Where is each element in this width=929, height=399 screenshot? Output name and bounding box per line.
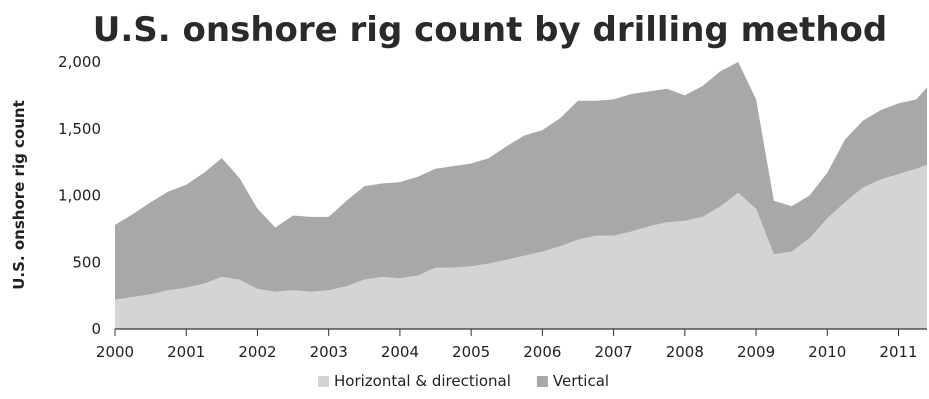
legend-label-1: Vertical [553, 372, 609, 390]
chart-title: U.S. onshore rig count by drilling metho… [93, 10, 887, 50]
x-tick-label: 2009 [737, 343, 775, 361]
x-tick-label: 2007 [595, 343, 633, 361]
y-axis-label: U.S. onshore rig count [10, 100, 28, 290]
y-tick-label: 2,000 [58, 53, 101, 71]
x-tick-label: 2001 [167, 343, 205, 361]
x-tick-label: 2000 [96, 343, 134, 361]
x-tick-label: 2011 [879, 343, 917, 361]
x-tick-label: 2006 [523, 343, 561, 361]
legend: Horizontal & directional Vertical [318, 372, 609, 390]
y-tick-label: 0 [91, 320, 101, 338]
x-tick-label: 2004 [381, 343, 419, 361]
x-tick-label: 2008 [666, 343, 704, 361]
y-tick-label: 1,000 [58, 187, 101, 205]
legend-swatch-1 [536, 376, 548, 387]
x-tick-label: 2002 [238, 343, 276, 361]
y-tick-label: 500 [72, 253, 101, 271]
x-tick-label: 2010 [808, 343, 846, 361]
x-ticks-layer: 2000 2001 2002 2003 2004 2005 2006 2007 2008 2009… [96, 329, 918, 361]
y-ticks-layer: 0 500 1,000 1,500 2,000 [58, 53, 101, 338]
series-area-0 [115, 164, 927, 329]
legend-label-0: Horizontal & directional [334, 372, 511, 390]
areas-layer [115, 62, 927, 329]
x-tick-label: 2003 [310, 343, 348, 361]
series-area-1 [115, 62, 927, 300]
legend-swatch-0 [318, 376, 329, 387]
x-tick-label: 2005 [452, 343, 490, 361]
y-tick-label: 1,500 [58, 120, 101, 138]
